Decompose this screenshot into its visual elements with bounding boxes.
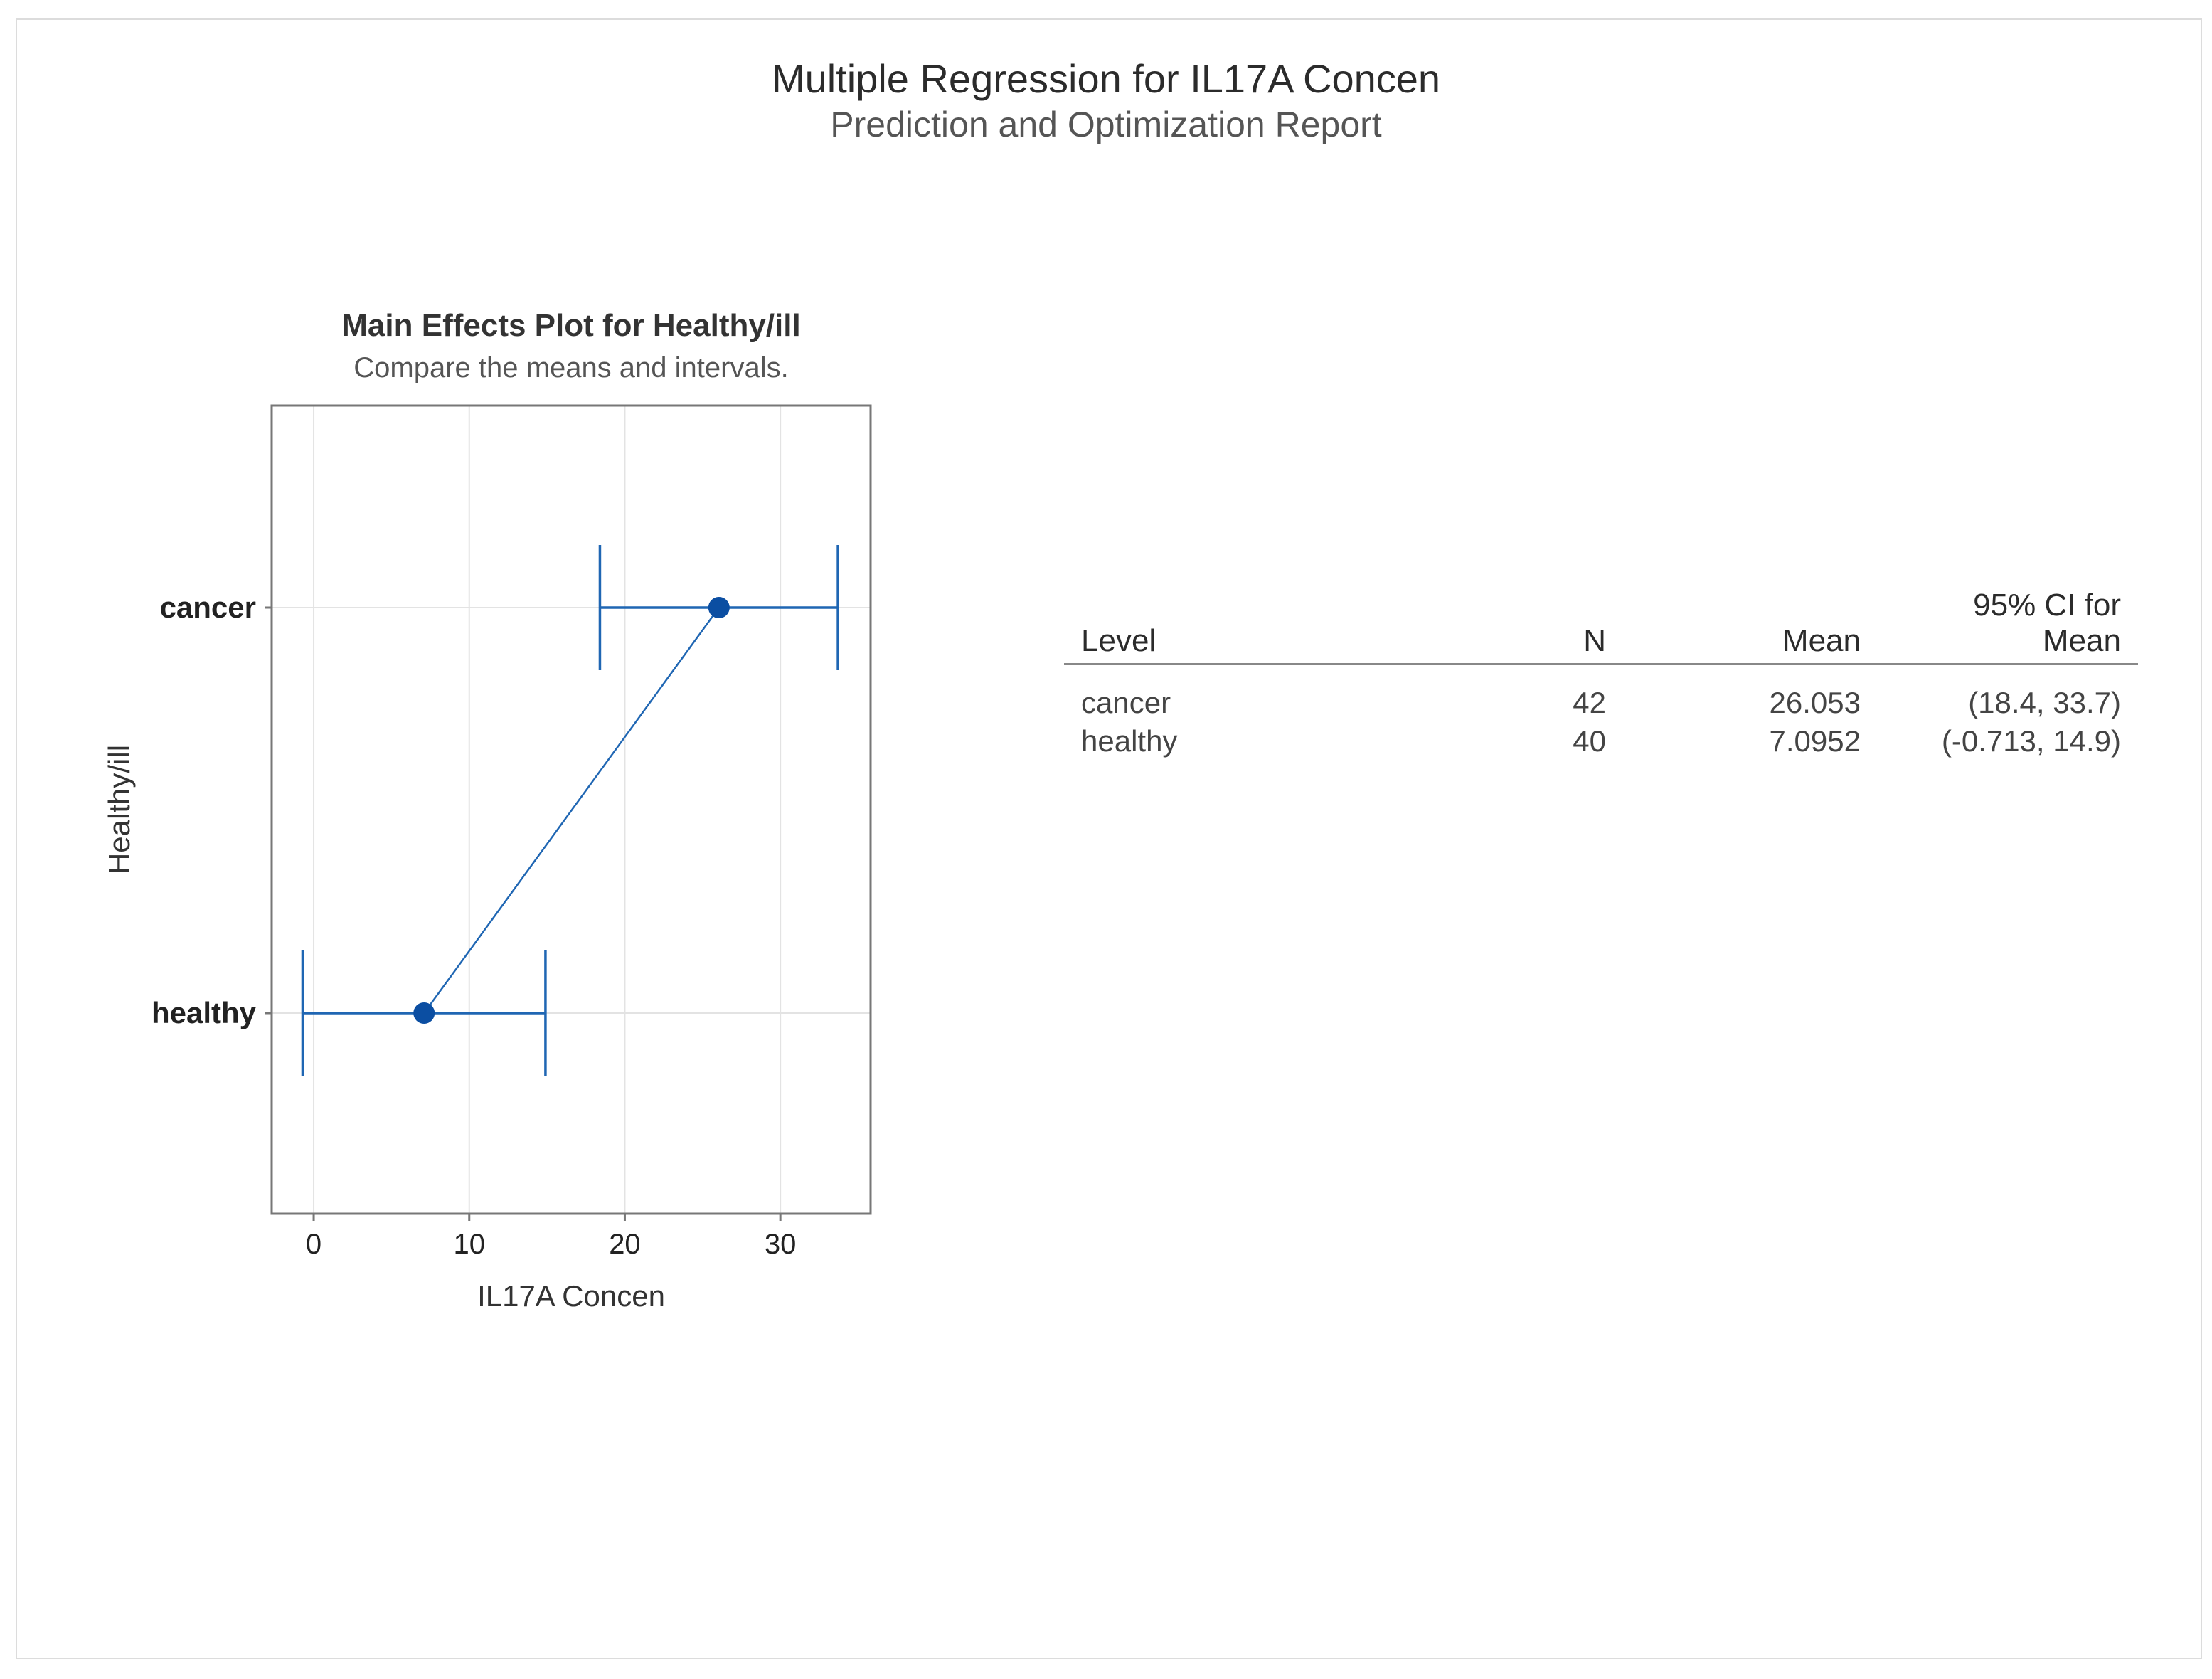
report-frame	[16, 18, 2202, 1659]
table-row: healthy 40 7.0952 (-0.713, 14.9)	[1064, 722, 2138, 761]
cell-level: healthy	[1081, 724, 1178, 758]
cell-mean: 26.053	[1769, 686, 1861, 719]
header-level: Level	[1064, 588, 1404, 665]
x-tick-label: 0	[306, 1229, 321, 1260]
cell-n: 42	[1573, 686, 1606, 719]
cell-mean: 7.0952	[1769, 724, 1861, 758]
header-mean: Mean	[1623, 588, 1878, 665]
x-tick-label: 30	[765, 1229, 797, 1260]
cell-level: cancer	[1081, 686, 1171, 719]
header-n: N	[1404, 588, 1623, 665]
y-axis-label: Healthy/ill	[102, 745, 136, 874]
report-title: Multiple Regression for IL17A Concen	[771, 56, 1441, 101]
x-tick-label: 20	[609, 1229, 641, 1260]
x-tick-label: 10	[454, 1229, 486, 1260]
level-stats-table: Level N Mean 95% CI for Mean cancer 42 2…	[1064, 588, 2138, 761]
cell-n: 40	[1573, 724, 1606, 758]
means-connector-line	[423, 607, 720, 1014]
chart-title: Main Effects Plot for Healthy/ill	[341, 308, 800, 343]
plot-area-border	[270, 404, 872, 1215]
report-subtitle: Prediction and Optimization Report	[830, 105, 1382, 144]
mean-point-healthy	[413, 1002, 435, 1024]
chart-subtitle: Compare the means and intervals.	[353, 352, 788, 383]
y-tick-label: cancer	[160, 590, 256, 624]
table-row: cancer 42 26.053 (18.4, 33.7)	[1064, 664, 2138, 723]
x-axis-label: IL17A Concen	[477, 1279, 665, 1313]
header-ci: 95% CI for Mean	[1878, 588, 2138, 665]
mean-point-cancer	[708, 597, 730, 618]
table-header-row: Level N Mean 95% CI for Mean	[1064, 588, 2138, 665]
cell-ci: (18.4, 33.7)	[1968, 686, 2121, 719]
cell-ci: (-0.713, 14.9)	[1941, 724, 2121, 758]
y-tick-label: healthy	[151, 996, 257, 1029]
